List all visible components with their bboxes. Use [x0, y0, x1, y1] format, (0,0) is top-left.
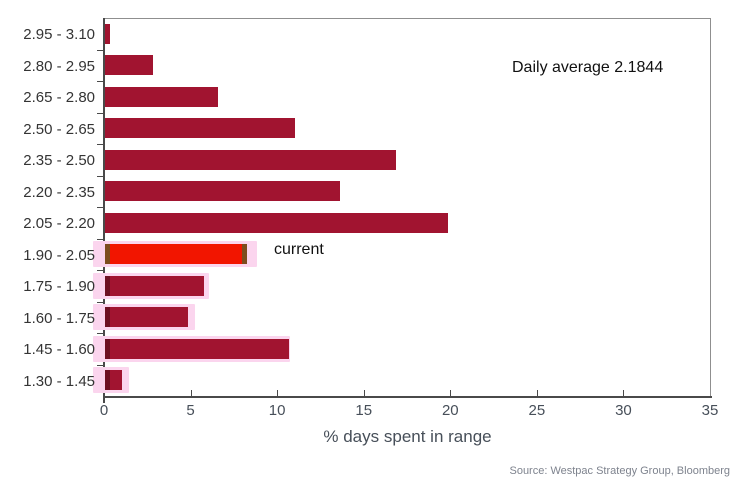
x-axis-title: % days spent in range: [323, 427, 492, 446]
y-axis-label: 2.20 - 2.35: [23, 183, 95, 201]
x-axis-tick-label: 5: [186, 402, 195, 419]
y-axis-label: 1.75 - 1.90: [23, 278, 95, 296]
chart-row: [93, 365, 711, 397]
y-tick-mark: [97, 270, 103, 271]
chart-row: [105, 81, 711, 113]
range-bar: [105, 86, 218, 107]
x-axis-tick-label: 0: [99, 402, 109, 419]
x-tick-mark: [363, 390, 365, 396]
plot-border-right: [710, 18, 711, 397]
range-bar: [105, 212, 448, 233]
x-axis-tick-label: 10: [268, 402, 286, 419]
x-tick-mark: [623, 390, 625, 396]
x-axis-tick-label: 20: [441, 402, 459, 419]
y-tick-mark: [97, 81, 103, 82]
y-axis-label: 2.95 - 3.10: [23, 26, 95, 44]
y-tick-mark: [97, 207, 103, 208]
x-tick-mark: [450, 390, 452, 396]
chart-row: [105, 176, 711, 208]
range-bar: [105, 23, 111, 44]
y-tick-mark: [97, 49, 103, 51]
chart-row: [105, 144, 711, 176]
daily-average-annotation: Daily average 2.1844: [512, 59, 664, 76]
y-tick-mark: [97, 364, 103, 366]
y-tick-mark: [97, 112, 103, 114]
y-axis-label: 1.90 - 2.05: [23, 246, 95, 264]
y-tick-mark: [97, 175, 103, 177]
y-axis-label: 2.05 - 2.20: [23, 215, 95, 233]
y-axis-label: 2.50 - 2.65: [23, 120, 95, 138]
x-axis-tick-label: 25: [528, 402, 546, 419]
y-axis-label: 2.80 - 2.95: [23, 57, 95, 75]
chart-row: [93, 270, 711, 302]
chart-row: [93, 333, 711, 365]
x-axis-tick-label: 35: [701, 402, 719, 419]
current-range-bar: [105, 244, 247, 265]
range-bar: [105, 275, 204, 296]
x-axis-tick-label: 30: [615, 402, 632, 419]
x-axis-tick-label: 15: [355, 402, 373, 419]
y-axis-label: 2.65 - 2.80: [23, 89, 95, 107]
y-tick-mark: [97, 144, 103, 145]
plot-area: [93, 18, 711, 397]
range-bar: [105, 55, 154, 76]
y-axis-label: 1.30 - 1.45: [23, 372, 95, 390]
y-axis-label: 1.45 - 1.60: [23, 341, 95, 359]
chart-row: [105, 113, 711, 145]
source-credit: Source: Westpac Strategy Group, Bloomber…: [509, 465, 730, 477]
range-bar: [105, 370, 123, 391]
y-tick-mark: [97, 238, 103, 240]
current-bar-label: current: [274, 241, 324, 258]
range-bar: [105, 118, 296, 139]
range-bar: [105, 338, 289, 359]
chart-row: [105, 50, 711, 82]
x-tick-mark: [536, 390, 538, 396]
y-axis-line: [103, 18, 105, 403]
range-bar: [105, 149, 396, 170]
chart-row: [105, 18, 711, 50]
y-axis-label: 2.35 - 2.50: [23, 152, 95, 170]
chart-row: [93, 302, 711, 334]
plot-border-top: [104, 18, 711, 19]
x-axis-line: [103, 396, 712, 398]
y-axis-label: 1.60 - 1.75: [23, 309, 95, 327]
y-tick-mark: [97, 301, 103, 303]
range-bar: [105, 181, 341, 202]
chart-row: [105, 207, 711, 239]
x-tick-mark: [190, 390, 192, 396]
x-tick-mark: [277, 390, 279, 396]
range-bar: [105, 307, 189, 328]
y-tick-mark: [97, 333, 103, 334]
chart-row: [93, 239, 711, 271]
